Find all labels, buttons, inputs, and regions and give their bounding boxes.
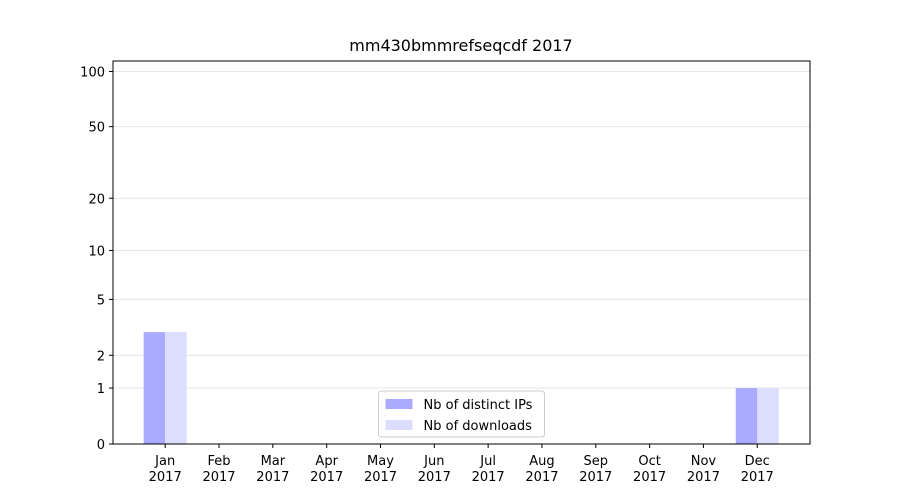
y-tick-label: 10 — [88, 244, 105, 259]
x-tick-label: Dec 2017 — [741, 454, 774, 485]
x-tick-label: Nov 2017 — [687, 454, 720, 485]
x-tick-label: Oct 2017 — [633, 454, 666, 485]
y-tick-label: 20 — [88, 192, 105, 207]
bar — [735, 388, 758, 444]
bar — [757, 388, 779, 444]
x-tick-label: Jan 2017 — [149, 454, 182, 485]
y-tick-label: 50 — [88, 121, 105, 136]
legend-box — [378, 390, 545, 438]
y-tick-label: 0 — [97, 438, 105, 453]
x-tick-label: Aug 2017 — [525, 454, 558, 485]
y-tick-label: 100 — [80, 65, 105, 80]
legend-label: Nb of distinct IPs — [424, 398, 533, 413]
x-tick-label: Jun 2017 — [418, 454, 451, 485]
y-tick-label: 1 — [97, 382, 105, 397]
legend-swatch — [385, 399, 413, 409]
x-tick-label: Apr 2017 — [310, 454, 343, 485]
y-tick-label: 5 — [97, 293, 105, 308]
bar — [165, 332, 187, 444]
x-tick-label: Sep 2017 — [579, 454, 612, 485]
x-tick-label: Mar 2017 — [256, 454, 289, 485]
y-tick-label: 2 — [97, 349, 105, 364]
x-tick-label: Feb 2017 — [202, 454, 235, 485]
plot-frame — [112, 60, 811, 445]
chart-title: mm430bmmrefseqcdf 2017 — [349, 36, 572, 55]
bar — [143, 332, 166, 444]
legend-swatch — [385, 420, 413, 430]
x-tick-label: Jul 2017 — [472, 454, 505, 485]
legend-label: Nb of downloads — [424, 419, 533, 434]
x-tick-label: May 2017 — [364, 454, 397, 485]
